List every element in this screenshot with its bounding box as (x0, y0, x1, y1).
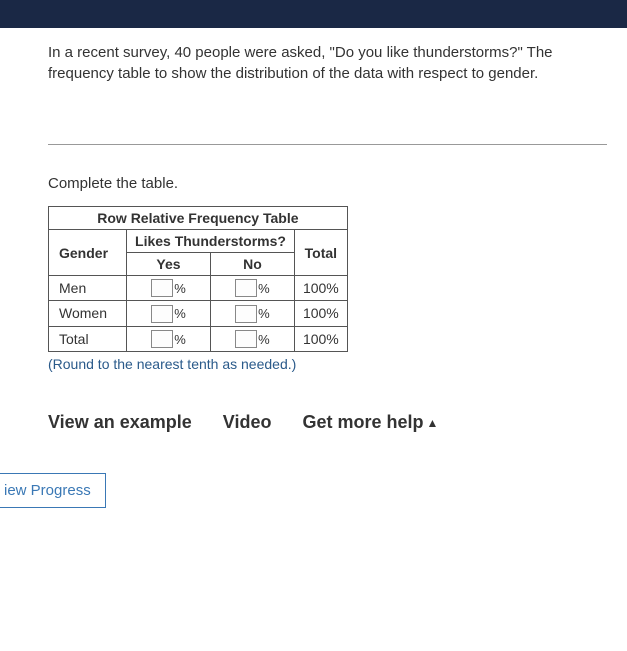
review-progress-button[interactable]: iew Progress (0, 473, 106, 508)
percent-sign: % (174, 331, 186, 346)
divider (48, 144, 607, 145)
input-men-yes[interactable] (151, 279, 173, 297)
input-total-yes[interactable] (151, 330, 173, 348)
cell-men-total: 100% (294, 276, 347, 301)
percent-sign: % (258, 331, 270, 346)
view-example-link[interactable]: View an example (48, 412, 192, 433)
help-links-row: View an example Video Get more help ▲ (48, 412, 607, 433)
cell-men-no: % (210, 276, 294, 301)
input-women-no[interactable] (235, 305, 257, 323)
rounding-note: (Round to the nearest tenth as needed.) (48, 356, 607, 372)
cell-women-no: % (210, 301, 294, 326)
cell-total-yes: % (127, 326, 211, 351)
frequency-table: Row Relative Frequency Table Gender Like… (48, 206, 348, 352)
percent-sign: % (258, 281, 270, 296)
percent-sign: % (174, 306, 186, 321)
caret-up-icon: ▲ (427, 416, 439, 430)
cell-total-no: % (210, 326, 294, 351)
input-total-no[interactable] (235, 330, 257, 348)
cell-total-total: 100% (294, 326, 347, 351)
table-row-label-men: Men (49, 276, 127, 301)
cell-women-yes: % (127, 301, 211, 326)
top-header-bar (0, 0, 627, 28)
table-col-total: Total (294, 230, 347, 276)
instruction-text: Complete the table. (48, 175, 607, 192)
table-subheader-likes: Likes Thunderstorms? (127, 230, 295, 253)
table-col-yes: Yes (127, 253, 211, 276)
video-link[interactable]: Video (223, 412, 272, 433)
cell-women-total: 100% (294, 301, 347, 326)
table-corner-gender: Gender (49, 230, 127, 276)
input-men-no[interactable] (235, 279, 257, 297)
get-more-help-link[interactable]: Get more help ▲ (302, 412, 438, 433)
cell-men-yes: % (127, 276, 211, 301)
table-title: Row Relative Frequency Table (49, 207, 348, 230)
table-row-label-total: Total (49, 326, 127, 351)
percent-sign: % (174, 281, 186, 296)
table-row-label-women: Women (49, 301, 127, 326)
table-col-no: No (210, 253, 294, 276)
problem-statement: In a recent survey, 40 people were asked… (48, 42, 607, 84)
percent-sign: % (258, 306, 270, 321)
content-area: In a recent survey, 40 people were asked… (0, 28, 627, 651)
input-women-yes[interactable] (151, 305, 173, 323)
get-more-help-label: Get more help (302, 412, 423, 432)
